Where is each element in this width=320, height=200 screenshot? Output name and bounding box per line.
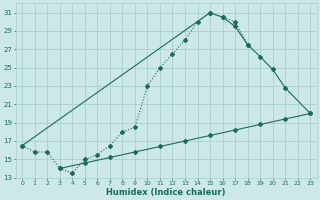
X-axis label: Humidex (Indice chaleur): Humidex (Indice chaleur) [107, 188, 226, 197]
